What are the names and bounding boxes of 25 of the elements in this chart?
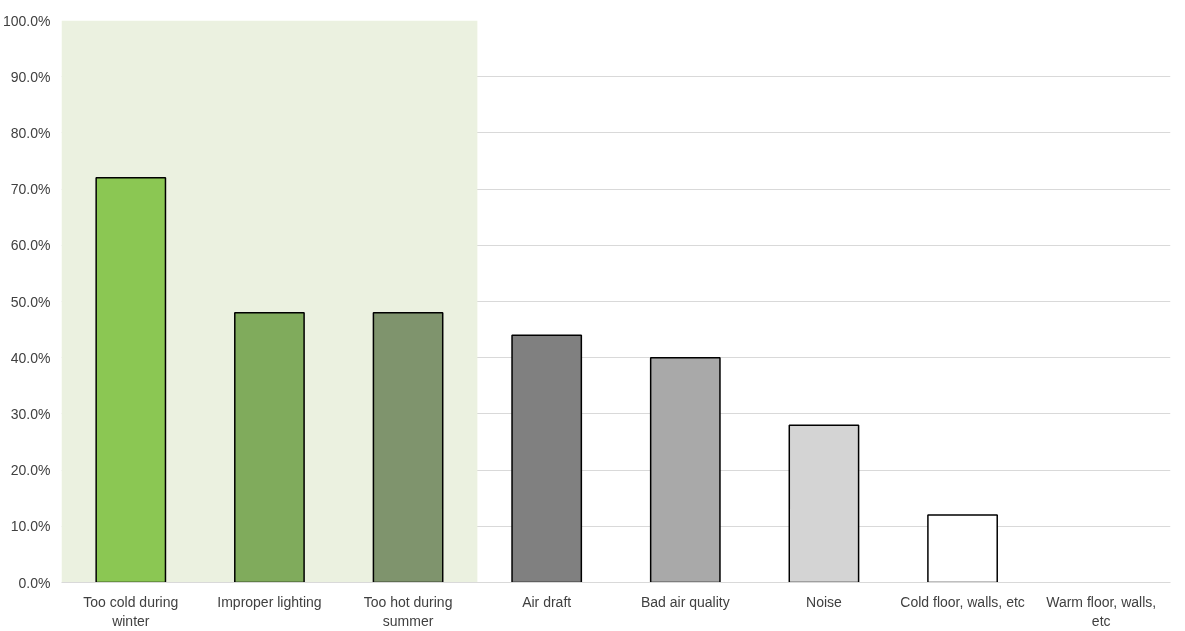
y-tick-label: 90.0% — [10, 68, 51, 85]
bar — [95, 177, 167, 583]
bar — [234, 311, 305, 583]
x-tick-label: Too cold during winter — [83, 593, 179, 629]
y-tick-label: 60.0% — [10, 237, 51, 254]
x-tick-label: Cold floor, walls, etc — [900, 593, 1025, 610]
y-tick-label: 40.0% — [10, 349, 51, 366]
y-tick-label: 0.0% — [18, 574, 51, 591]
bar — [649, 356, 721, 583]
y-tick-label: 70.0% — [10, 181, 51, 198]
bar — [372, 311, 444, 583]
bar — [927, 514, 998, 583]
x-tick-label: Air draft — [522, 593, 572, 610]
y-tick-label: 50.0% — [10, 293, 51, 310]
y-tick-label: 30.0% — [10, 405, 51, 422]
x-tick-label: Bad air quality — [640, 593, 730, 610]
y-tick-label: 10.0% — [10, 518, 51, 535]
x-tick-label: Noise — [806, 593, 843, 610]
x-tick-label: Improper lighting — [217, 593, 322, 610]
y-tick-label: 80.0% — [10, 124, 51, 141]
x-tick-label: Too hot during summer — [363, 593, 453, 629]
x-tick-label: Warm floor, walls, etc — [1046, 593, 1157, 629]
bar — [511, 334, 583, 583]
y-tick-label: 100.0% — [3, 12, 51, 29]
y-tick-label: 20.0% — [10, 462, 51, 479]
